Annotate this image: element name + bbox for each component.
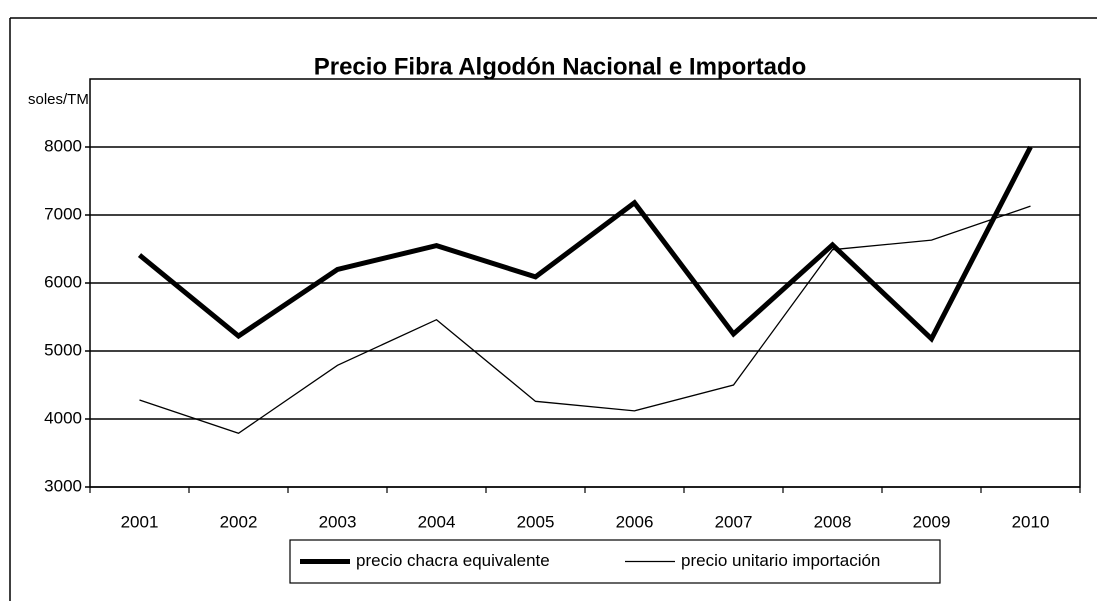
x-tick-label: 2006 <box>616 512 654 531</box>
legend-box <box>289 539 941 584</box>
series-line <box>137 145 1033 343</box>
x-tick-label: 2001 <box>121 512 159 531</box>
y-axis-label: soles/TM <box>28 91 89 108</box>
x-tick-label: 2005 <box>517 512 555 531</box>
y-tick-label: 6000 <box>44 272 82 291</box>
y-tick-label: 3000 <box>44 476 82 495</box>
x-tick-label: 2010 <box>1012 512 1050 531</box>
series-line <box>139 205 1031 434</box>
x-tick-label: 2004 <box>418 512 456 531</box>
y-tick-label: 8000 <box>44 136 82 155</box>
x-tick-label: 2002 <box>220 512 258 531</box>
legend-label: precio unitario importación <box>681 551 880 570</box>
y-tick-label: 5000 <box>44 340 82 359</box>
y-tick-label: 7000 <box>44 204 82 223</box>
x-tick-label: 2008 <box>814 512 852 531</box>
x-tick-label: 2007 <box>715 512 753 531</box>
y-tick-label: 4000 <box>44 408 82 427</box>
x-tick-label: 2009 <box>913 512 951 531</box>
x-tick-label: 2003 <box>319 512 357 531</box>
legend-label: precio chacra equivalente <box>356 551 550 570</box>
chart-title: Precio Fibra Algodón Nacional e Importad… <box>314 53 807 80</box>
